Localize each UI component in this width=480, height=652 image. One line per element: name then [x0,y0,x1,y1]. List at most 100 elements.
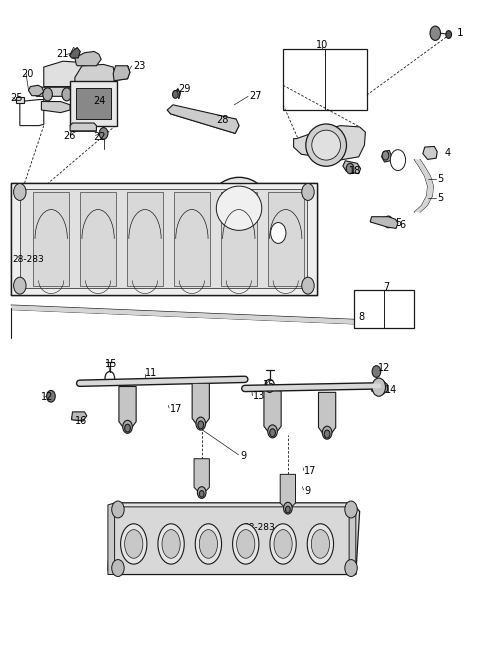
Text: 28-283: 28-283 [244,523,276,532]
Text: 28-283: 28-283 [12,255,45,264]
Text: 27: 27 [250,91,262,101]
Circle shape [62,88,72,101]
Text: 3: 3 [258,220,264,230]
Text: 7: 7 [384,282,390,292]
Circle shape [286,506,290,512]
Text: 8: 8 [359,312,365,322]
Polygon shape [127,192,163,286]
Text: 19: 19 [394,153,407,163]
Circle shape [172,91,178,98]
Text: 15: 15 [105,359,118,369]
Ellipse shape [307,524,334,564]
Polygon shape [41,102,70,113]
Text: A: A [275,228,281,237]
Polygon shape [349,503,356,574]
Text: 17: 17 [304,466,316,476]
Text: 10: 10 [316,40,328,50]
Circle shape [271,222,286,243]
Circle shape [446,31,452,38]
Polygon shape [280,475,296,507]
Text: 20: 20 [21,68,34,78]
Circle shape [372,378,385,396]
Text: 28: 28 [216,115,228,125]
Ellipse shape [312,130,340,160]
Circle shape [302,277,314,294]
Polygon shape [414,160,433,212]
Polygon shape [192,383,209,424]
Text: 4: 4 [445,148,451,158]
Ellipse shape [270,524,296,564]
Circle shape [43,88,52,101]
Circle shape [430,26,441,40]
Circle shape [196,417,205,430]
Circle shape [324,430,330,438]
Polygon shape [194,459,209,491]
Ellipse shape [158,524,184,564]
Circle shape [198,421,204,429]
Ellipse shape [274,529,292,558]
Text: 1: 1 [456,27,463,38]
Polygon shape [20,189,307,288]
Polygon shape [16,97,24,104]
Text: 12: 12 [41,392,54,402]
Polygon shape [75,65,116,87]
Polygon shape [423,147,437,160]
Ellipse shape [195,524,222,564]
Circle shape [372,366,381,378]
Polygon shape [174,192,210,286]
Ellipse shape [125,529,143,558]
Polygon shape [343,161,360,173]
Ellipse shape [233,524,259,564]
Text: 16: 16 [75,416,88,426]
Text: 26: 26 [63,131,75,141]
Text: 5: 5 [437,174,444,184]
Text: 13: 13 [253,391,265,401]
Bar [354,290,414,328]
Text: 9: 9 [304,486,310,496]
Polygon shape [268,192,304,286]
Text: 6: 6 [400,220,406,230]
Circle shape [345,501,357,518]
Polygon shape [11,183,317,295]
Polygon shape [32,87,75,96]
Polygon shape [264,391,281,432]
Circle shape [47,391,55,402]
Circle shape [346,164,354,173]
Text: 5: 5 [395,218,401,228]
Text: 9: 9 [240,451,246,461]
Circle shape [112,501,124,518]
Ellipse shape [237,529,255,558]
Text: 15: 15 [263,379,276,389]
Circle shape [268,425,277,438]
Ellipse shape [162,529,180,558]
Polygon shape [294,126,365,161]
Polygon shape [11,305,354,324]
Text: 5: 5 [437,194,444,203]
Circle shape [125,424,131,432]
Circle shape [270,429,276,437]
Polygon shape [115,503,356,507]
Polygon shape [221,192,257,286]
Text: 25: 25 [10,93,23,102]
Circle shape [123,421,132,434]
Ellipse shape [312,529,329,558]
Polygon shape [28,85,44,96]
Ellipse shape [208,177,270,239]
Polygon shape [33,192,69,286]
Polygon shape [80,192,116,286]
Polygon shape [372,381,387,394]
Text: 14: 14 [384,385,397,394]
Circle shape [197,486,206,498]
Polygon shape [382,151,391,162]
Circle shape [13,183,26,200]
Circle shape [13,277,26,294]
Circle shape [112,559,124,576]
Circle shape [199,490,204,497]
Polygon shape [75,52,101,66]
Circle shape [345,559,357,576]
Text: 18: 18 [349,166,361,176]
Polygon shape [370,216,398,228]
Text: A: A [395,156,401,164]
Polygon shape [319,393,336,433]
Ellipse shape [216,186,262,230]
